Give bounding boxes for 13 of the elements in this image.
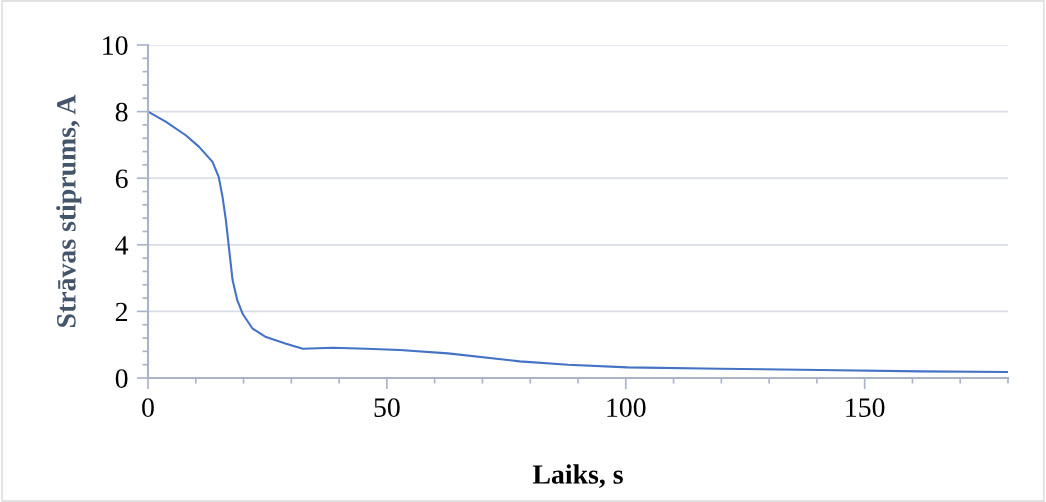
y-axis-title: Strāvas stiprums, A: [56, 94, 82, 327]
x-tick-label: 100: [607, 398, 646, 417]
y-tick-label: 2: [115, 302, 128, 322]
y-tick-label: 0: [115, 369, 128, 388]
y-tick-label: 4: [115, 236, 129, 255]
y-tick-label: 10: [103, 36, 128, 55]
y-tick-label: 6: [115, 169, 128, 189]
x-tick-label: 150: [846, 398, 885, 417]
x-tick-label: 0: [142, 398, 154, 417]
line-series: [148, 110, 1008, 374]
x-axis-title: Laiks, s: [532, 464, 623, 488]
x-tick-label: 50: [374, 398, 400, 417]
y-tick-label: 8: [115, 102, 128, 122]
